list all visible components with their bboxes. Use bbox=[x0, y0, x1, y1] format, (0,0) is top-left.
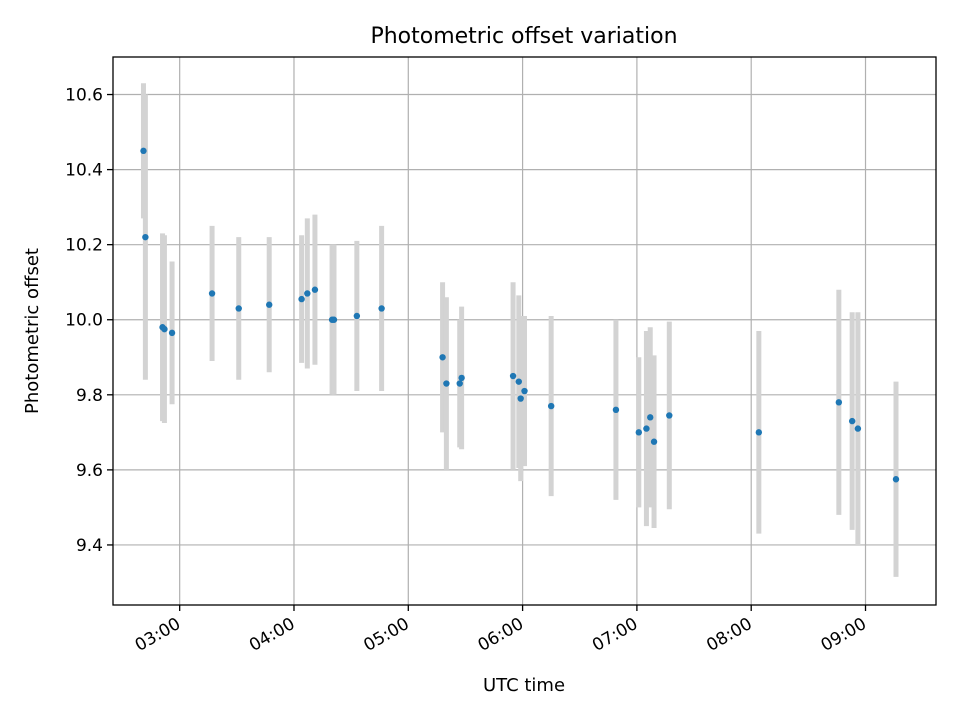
data-point bbox=[635, 429, 643, 436]
axis-ticks: 03:00 04:00 05:00 06:00 07:00 08:00 09:00 9.4 9.… bbox=[65, 86, 870, 656]
data-point bbox=[298, 295, 305, 303]
y-tick-label: 9.8 bbox=[76, 386, 103, 406]
data-point bbox=[311, 286, 319, 293]
data-point bbox=[892, 476, 900, 483]
data-point bbox=[647, 414, 654, 421]
data-point bbox=[650, 438, 658, 445]
x-tick-label: 06:00 bbox=[475, 614, 527, 656]
y-tick-label: 10.0 bbox=[65, 311, 103, 331]
data-point bbox=[439, 354, 446, 361]
y-tick-label: 9.4 bbox=[76, 536, 103, 556]
y-tick-label: 9.6 bbox=[76, 461, 103, 481]
x-axis-label: UTC time bbox=[483, 675, 565, 696]
data-point bbox=[140, 147, 147, 155]
data-point bbox=[517, 395, 524, 402]
data-point bbox=[612, 406, 620, 414]
data-point bbox=[378, 305, 385, 312]
x-tick-label: 09:00 bbox=[818, 614, 870, 656]
data-point bbox=[304, 290, 311, 297]
data-points bbox=[140, 147, 900, 483]
data-point bbox=[443, 380, 450, 387]
x-tick-label: 05:00 bbox=[360, 614, 412, 656]
data-point bbox=[547, 402, 555, 410]
data-point bbox=[643, 425, 650, 432]
data-point bbox=[266, 301, 273, 308]
x-tick-label: 08:00 bbox=[703, 614, 755, 656]
y-tick-label: 10.2 bbox=[65, 236, 103, 256]
data-point bbox=[458, 374, 465, 382]
y-tick-label: 10.6 bbox=[65, 86, 103, 106]
x-tick-label: 07:00 bbox=[589, 614, 641, 656]
data-point bbox=[456, 380, 463, 387]
data-point bbox=[755, 429, 763, 436]
data-point bbox=[848, 417, 856, 425]
data-point bbox=[666, 412, 673, 419]
data-point bbox=[353, 312, 361, 320]
data-point bbox=[142, 233, 149, 241]
chart-title: Photometric offset variation bbox=[370, 24, 677, 49]
plot-frame bbox=[112, 56, 937, 606]
data-point bbox=[509, 372, 517, 380]
data-point bbox=[854, 425, 862, 432]
x-tick-label: 03:00 bbox=[132, 614, 184, 656]
error-bars bbox=[140, 83, 899, 577]
data-point bbox=[208, 290, 216, 297]
y-axis-label: Photometric offset bbox=[22, 248, 43, 414]
data-point bbox=[168, 329, 176, 337]
data-point bbox=[161, 325, 168, 333]
y-tick-label: 10.4 bbox=[65, 161, 103, 181]
data-point bbox=[835, 399, 843, 406]
data-point bbox=[330, 316, 338, 323]
data-point bbox=[515, 378, 522, 385]
data-point bbox=[521, 387, 528, 395]
data-point bbox=[235, 305, 242, 312]
grid bbox=[113, 57, 936, 605]
x-tick-label: 04:00 bbox=[246, 614, 298, 656]
